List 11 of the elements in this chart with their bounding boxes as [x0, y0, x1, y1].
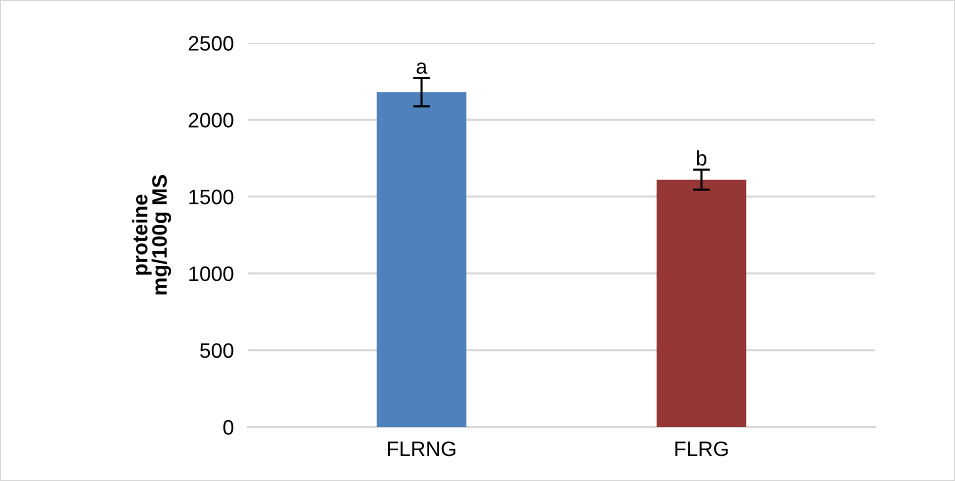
- y-axis-title: proteine mg/100g MS: [132, 175, 172, 294]
- y-tick-label: 2000: [188, 112, 234, 128]
- y-tick-label: 1500: [189, 190, 234, 204]
- x-tick-label: FLRG: [675, 441, 728, 456]
- y-tick-label: 500: [200, 343, 234, 358]
- y-tick-label: 1000: [189, 266, 234, 282]
- y-tick-label: 0: [223, 420, 234, 435]
- annotation: b: [697, 150, 706, 166]
- annotation: a: [416, 62, 428, 74]
- x-tick-label: FLRNG: [388, 441, 456, 456]
- y-tick-label: 2500: [188, 36, 234, 51]
